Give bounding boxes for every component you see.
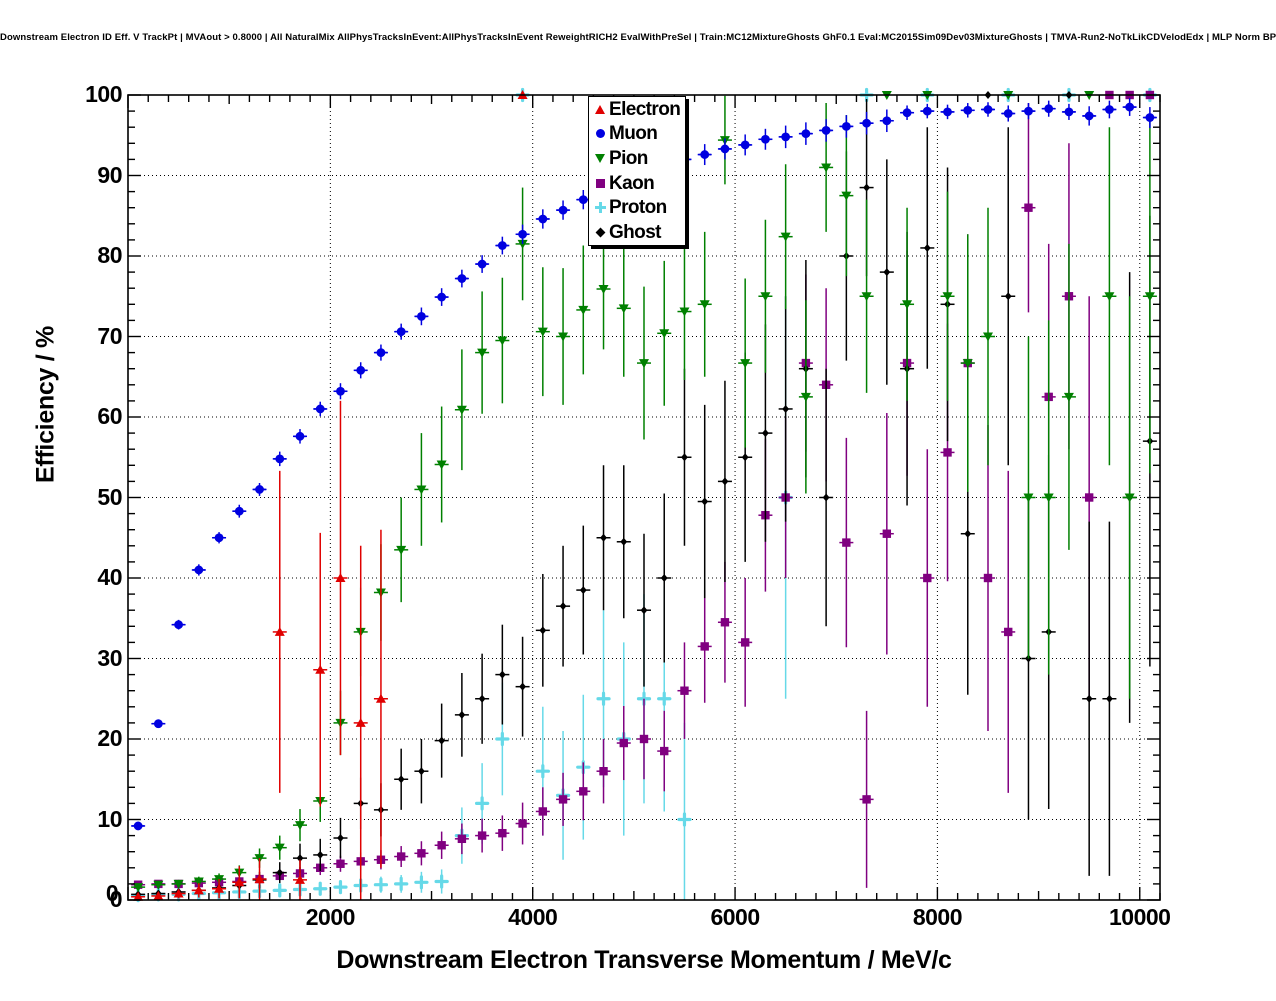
legend-item-ghost[interactable]: Ghost <box>589 220 685 245</box>
x-tick-label: 2000 <box>305 904 356 930</box>
y-axis-title: Efficiency / % <box>31 326 60 483</box>
y-tick-label: 30 <box>97 644 122 671</box>
y-tick-label: 0 <box>109 886 123 912</box>
y-tick-label: 20 <box>97 725 122 751</box>
y-tick-label: 60 <box>97 403 122 429</box>
muon-marker-icon <box>592 126 608 142</box>
axis-frame <box>127 94 1161 901</box>
legend: Electron Muon Pion Kaon Proton Ghost <box>588 96 686 246</box>
legend-label: Ghost <box>609 221 661 243</box>
legend-item-electron[interactable]: Electron <box>589 97 685 122</box>
pion-marker-icon <box>592 150 608 166</box>
y-tick-label: 80 <box>97 242 122 268</box>
x-tick-label: 10000 <box>1109 904 1171 930</box>
kaon-marker-icon <box>592 175 608 191</box>
legend-item-proton[interactable]: Proton <box>589 195 685 220</box>
legend-item-pion[interactable]: Pion <box>589 146 685 171</box>
y-tick-label: 40 <box>97 564 122 590</box>
x-tick-label: 8000 <box>912 904 963 930</box>
proton-marker-icon <box>592 200 608 216</box>
ghost-marker-icon <box>592 224 608 240</box>
y-tick-label: 90 <box>97 161 122 188</box>
electron-marker-icon <box>592 101 608 117</box>
legend-label: Kaon <box>609 172 655 194</box>
y-tick-label: 70 <box>97 322 122 349</box>
legend-label: Electron <box>609 98 681 120</box>
series-electron <box>131 90 528 901</box>
x-tick-label: 0 <box>105 880 119 906</box>
y-tick-label: 50 <box>97 483 122 510</box>
plot-title: Downstream Electron ID Eff. V TrackPt | … <box>0 32 1276 43</box>
legend-label: Muon <box>609 123 658 145</box>
legend-item-kaon[interactable]: Kaon <box>589 171 685 196</box>
x-tick-label: 4000 <box>508 904 558 930</box>
x-tick-label: 6000 <box>710 904 760 930</box>
legend-label: Proton <box>609 197 667 219</box>
y-tick-label: 100 <box>85 81 122 107</box>
legend-item-muon[interactable]: Muon <box>589 122 685 147</box>
y-tick-label: 10 <box>97 805 122 832</box>
legend-label: Pion <box>609 147 648 169</box>
x-axis-title: Downstream Electron Transverse Momentum … <box>336 946 952 974</box>
